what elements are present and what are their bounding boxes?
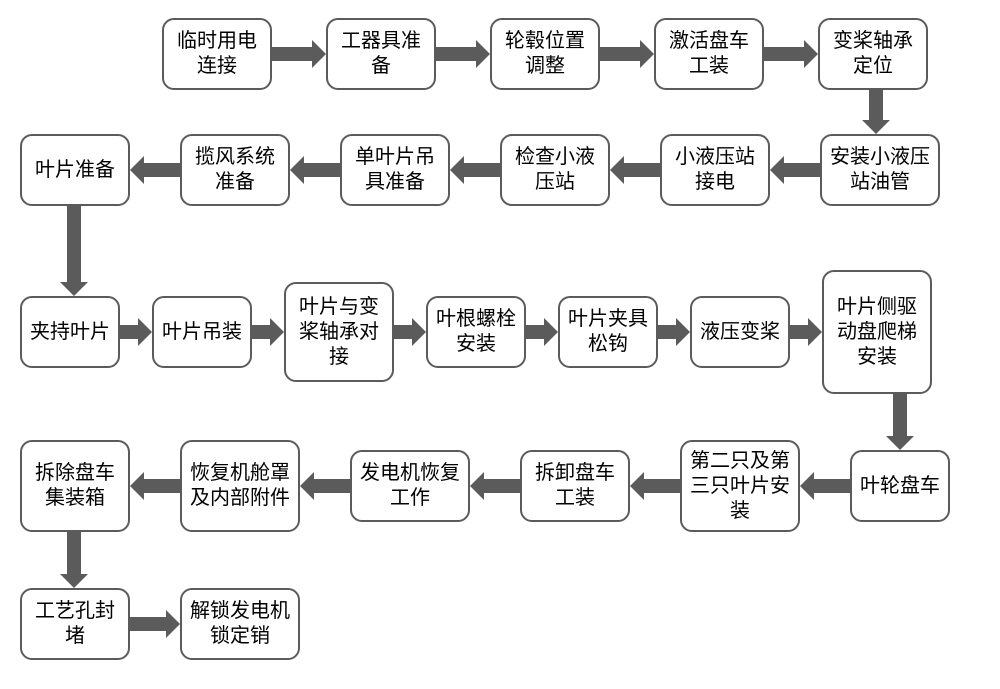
arrow-n14-n15 [394, 318, 426, 346]
arrow-n10-n11 [130, 156, 180, 184]
node-n9: 单叶片吊具准备 [340, 134, 450, 206]
arrow-n7-n8 [610, 156, 660, 184]
arrow-n4-n5 [764, 40, 818, 68]
arrow-n8-n9 [450, 156, 500, 184]
arrow-n13-n14 [252, 318, 284, 346]
node-n15: 叶根螺栓安装 [426, 296, 526, 368]
arrow-n3-n4 [600, 40, 654, 68]
arrow-n1-n2 [272, 40, 326, 68]
node-n24: 拆除盘车集装箱 [20, 440, 130, 532]
arrow-n2-n3 [436, 40, 490, 68]
arrow-n6-n7 [770, 156, 820, 184]
node-n21: 拆卸盘车工装 [520, 450, 630, 522]
flowchart-canvas: 临时用电连接工器具准备轮毂位置调整激活盘车工装变桨轴承定位叶片准备揽风系统准备单… [0, 0, 1000, 689]
node-n12: 夹持叶片 [20, 296, 120, 368]
node-n25: 工艺孔封堵 [20, 588, 130, 660]
arrow-n12-n13 [120, 318, 152, 346]
node-n23: 恢复机舱罩及内部附件 [180, 440, 300, 532]
arrow-n25-n26 [130, 610, 180, 638]
node-n17: 液压变桨 [690, 296, 790, 368]
arrow-n11-n12 [60, 206, 88, 296]
arrow-n5-n6 [862, 90, 890, 134]
node-n14: 叶片与变桨轴承对接 [284, 282, 394, 382]
node-n10: 揽风系统准备 [180, 134, 290, 206]
node-n18: 叶片侧驱动盘爬梯安装 [822, 270, 932, 394]
arrow-n22-n23 [300, 472, 350, 500]
node-n7: 小液压站接电 [660, 134, 770, 206]
arrow-n15-n16 [526, 318, 558, 346]
node-n22: 发电机恢复工作 [350, 450, 470, 522]
node-n4: 激活盘车工装 [654, 18, 764, 90]
arrow-n21-n22 [470, 472, 520, 500]
arrow-n17-n18 [790, 318, 822, 346]
node-n26: 解锁发电机锁定销 [180, 588, 300, 660]
node-n2: 工器具准备 [326, 18, 436, 90]
node-n1: 临时用电连接 [162, 18, 272, 90]
node-n5: 变桨轴承定位 [818, 18, 928, 90]
arrow-n18-n19 [886, 394, 914, 450]
node-n16: 叶片夹具松钩 [558, 296, 658, 368]
node-n3: 轮毂位置调整 [490, 18, 600, 90]
node-n8: 检查小液压站 [500, 134, 610, 206]
node-n13: 叶片吊装 [152, 296, 252, 368]
arrow-n9-n10 [290, 156, 340, 184]
arrow-n16-n17 [658, 318, 690, 346]
arrow-n23-n24 [130, 472, 180, 500]
node-n20: 第二只及第三只叶片安装 [680, 440, 800, 532]
node-n19: 叶轮盘车 [850, 450, 950, 522]
arrow-n20-n21 [630, 472, 680, 500]
arrow-n19-n20 [800, 472, 850, 500]
node-n6: 安装小液压站油管 [820, 134, 940, 206]
node-n11: 叶片准备 [20, 134, 130, 206]
arrow-n24-n25 [60, 532, 88, 588]
